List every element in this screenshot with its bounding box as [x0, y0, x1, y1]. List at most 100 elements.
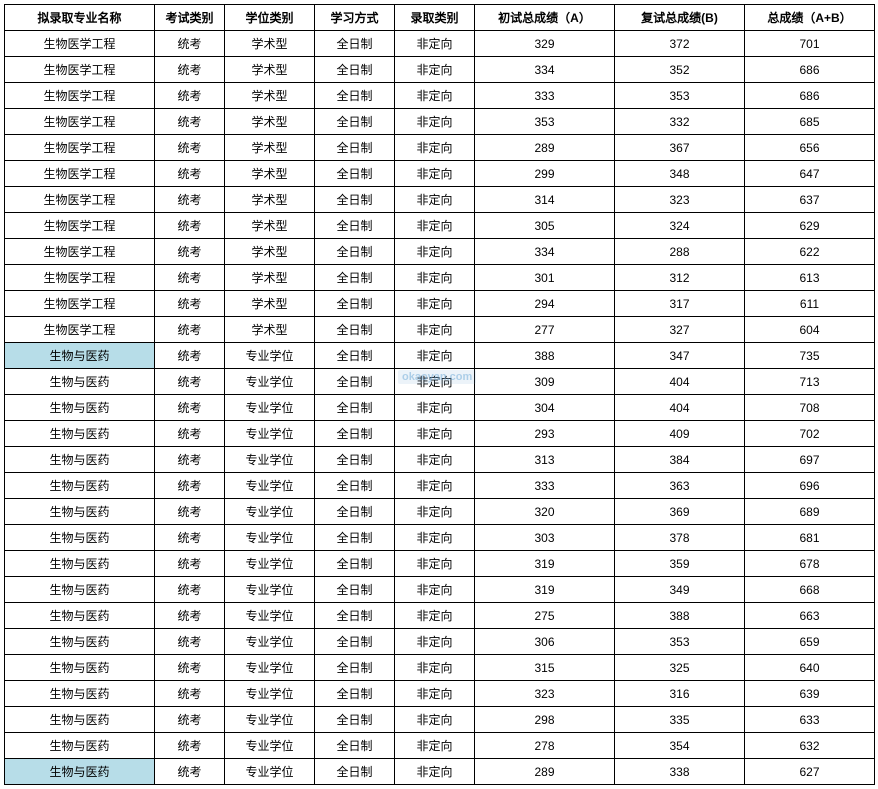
col-header-0: 拟录取专业名称: [5, 5, 155, 31]
cell: 656: [745, 135, 875, 161]
table-row: 生物与医药统考专业学位全日制非定向388347735: [5, 343, 875, 369]
cell: 统考: [155, 655, 225, 681]
cell: 388: [615, 603, 745, 629]
cell: 学术型: [225, 317, 315, 343]
cell: 生物与医药: [5, 343, 155, 369]
col-header-7: 总成绩（A+B）: [745, 5, 875, 31]
table-row: 生物与医药统考专业学位全日制非定向306353659: [5, 629, 875, 655]
cell: 686: [745, 57, 875, 83]
cell: 专业学位: [225, 525, 315, 551]
table-row: 生物医学工程统考学术型全日制非定向299348647: [5, 161, 875, 187]
cell: 非定向: [395, 31, 475, 57]
cell: 367: [615, 135, 745, 161]
cell: 统考: [155, 395, 225, 421]
cell: 非定向: [395, 473, 475, 499]
cell: 359: [615, 551, 745, 577]
cell: 388: [475, 343, 615, 369]
table-row: 生物与医药统考专业学位全日制非定向313384697: [5, 447, 875, 473]
cell: 303: [475, 525, 615, 551]
cell: 294: [475, 291, 615, 317]
table-row: 生物与医药统考专业学位全日制非定向278354632: [5, 733, 875, 759]
table-header: 拟录取专业名称考试类别学位类别学习方式录取类别初试总成绩（A）复试总成绩(B)总…: [5, 5, 875, 31]
cell: 统考: [155, 213, 225, 239]
cell: 生物与医药: [5, 369, 155, 395]
cell: 334: [475, 57, 615, 83]
cell: 627: [745, 759, 875, 785]
cell: 735: [745, 343, 875, 369]
cell: 非定向: [395, 161, 475, 187]
cell: 专业学位: [225, 603, 315, 629]
cell: 629: [745, 213, 875, 239]
cell: 363: [615, 473, 745, 499]
cell: 327: [615, 317, 745, 343]
cell: 348: [615, 161, 745, 187]
cell: 713: [745, 369, 875, 395]
cell: 319: [475, 577, 615, 603]
cell: 生物与医药: [5, 681, 155, 707]
cell: 生物与医药: [5, 525, 155, 551]
col-header-3: 学习方式: [315, 5, 395, 31]
cell: 非定向: [395, 213, 475, 239]
cell: 专业学位: [225, 629, 315, 655]
cell: 685: [745, 109, 875, 135]
cell: 325: [615, 655, 745, 681]
cell: 全日制: [315, 265, 395, 291]
cell: 全日制: [315, 57, 395, 83]
cell: 633: [745, 707, 875, 733]
cell: 320: [475, 499, 615, 525]
cell: 生物与医药: [5, 707, 155, 733]
cell: 非定向: [395, 629, 475, 655]
cell: 学术型: [225, 187, 315, 213]
table-row: 生物医学工程统考学术型全日制非定向334352686: [5, 57, 875, 83]
cell: 全日制: [315, 629, 395, 655]
table-row: 生物与医药统考专业学位全日制非定向275388663: [5, 603, 875, 629]
cell: 非定向: [395, 447, 475, 473]
admissions-table: 拟录取专业名称考试类别学位类别学习方式录取类别初试总成绩（A）复试总成绩(B)总…: [4, 4, 875, 785]
cell: 非定向: [395, 343, 475, 369]
cell: 702: [745, 421, 875, 447]
cell: 非定向: [395, 239, 475, 265]
cell: 学术型: [225, 109, 315, 135]
cell: 全日制: [315, 83, 395, 109]
cell: 统考: [155, 187, 225, 213]
cell: 专业学位: [225, 447, 315, 473]
cell: 非定向: [395, 291, 475, 317]
cell: 301: [475, 265, 615, 291]
cell: 生物与医药: [5, 499, 155, 525]
cell: 生物与医药: [5, 629, 155, 655]
cell: 696: [745, 473, 875, 499]
cell: 统考: [155, 577, 225, 603]
cell: 全日制: [315, 135, 395, 161]
col-header-2: 学位类别: [225, 5, 315, 31]
cell: 生物医学工程: [5, 239, 155, 265]
cell: 323: [615, 187, 745, 213]
cell: 289: [475, 135, 615, 161]
cell: 生物医学工程: [5, 83, 155, 109]
cell: 全日制: [315, 733, 395, 759]
cell: 全日制: [315, 369, 395, 395]
cell: 非定向: [395, 525, 475, 551]
cell: 353: [615, 83, 745, 109]
cell: 生物与医药: [5, 421, 155, 447]
cell: 非定向: [395, 317, 475, 343]
cell: 353: [475, 109, 615, 135]
col-header-5: 初试总成绩（A）: [475, 5, 615, 31]
cell: 708: [745, 395, 875, 421]
cell: 全日制: [315, 603, 395, 629]
cell: 353: [615, 629, 745, 655]
cell: 332: [615, 109, 745, 135]
cell: 663: [745, 603, 875, 629]
cell: 632: [745, 733, 875, 759]
cell: 640: [745, 655, 875, 681]
cell: 333: [475, 83, 615, 109]
cell: 全日制: [315, 655, 395, 681]
table-body: 生物医学工程统考学术型全日制非定向329372701生物医学工程统考学术型全日制…: [5, 31, 875, 785]
table-row: 生物与医药统考专业学位全日制非定向289338627: [5, 759, 875, 785]
col-header-4: 录取类别: [395, 5, 475, 31]
table-row: 生物与医药统考专业学位全日制非定向293409702: [5, 421, 875, 447]
col-header-1: 考试类别: [155, 5, 225, 31]
cell: 生物医学工程: [5, 187, 155, 213]
cell: 专业学位: [225, 395, 315, 421]
cell: 非定向: [395, 369, 475, 395]
cell: 统考: [155, 499, 225, 525]
